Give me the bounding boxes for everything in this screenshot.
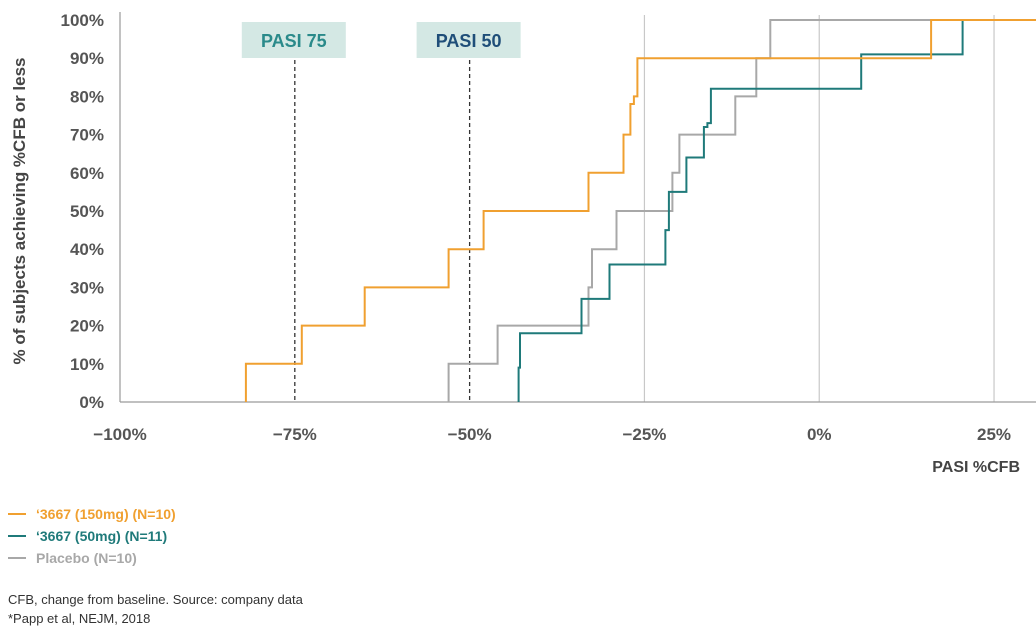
y-tick-label: 0% bbox=[79, 393, 104, 412]
y-tick-label: 70% bbox=[70, 126, 104, 145]
legend-label-placebo: Placebo (N=10) bbox=[36, 550, 137, 566]
y-tick-label: 10% bbox=[70, 355, 104, 374]
x-tick-label: 25% bbox=[977, 425, 1011, 444]
y-tick-label: 60% bbox=[70, 164, 104, 183]
x-tick-label: −75% bbox=[273, 425, 317, 444]
footnote-reference: *Papp et al, NEJM, 2018 bbox=[8, 611, 151, 626]
legend-label-50mg: ‘3667 (50mg) (N=11) bbox=[36, 528, 168, 544]
legend: ‘3667 (150mg) (N=10) ‘3667 (50mg) (N=11)… bbox=[8, 503, 176, 569]
legend-swatch-placebo bbox=[8, 557, 26, 559]
y-tick-label: 40% bbox=[70, 240, 104, 259]
series-line-1 bbox=[517, 19, 1036, 402]
x-tick-label: −50% bbox=[448, 425, 492, 444]
legend-swatch-50mg bbox=[8, 535, 26, 537]
series-line-0 bbox=[244, 19, 1036, 402]
reference-label-1: PASI 50 bbox=[436, 31, 502, 51]
y-tick-label: 90% bbox=[70, 49, 104, 68]
y-tick-label: 100% bbox=[61, 11, 104, 30]
legend-label-150mg: ‘3667 (150mg) (N=10) bbox=[36, 506, 176, 522]
footnotes: CFB, change from baseline. Source: compa… bbox=[8, 590, 303, 628]
footnote-cfb: CFB, change from baseline. Source: compa… bbox=[8, 592, 303, 607]
x-axis-title: PASI %CFB bbox=[932, 459, 1020, 476]
legend-swatch-150mg bbox=[8, 513, 26, 515]
reference-label-box-0 bbox=[241, 22, 346, 58]
y-tick-label: 20% bbox=[70, 317, 104, 336]
legend-item-50mg: ‘3667 (50mg) (N=11) bbox=[8, 525, 176, 547]
chart: 0% 10% 20% 30% 40% 50% 60% 70% 80% 90% 100% −100% −7… bbox=[10, 11, 1036, 476]
y-tick-label: 50% bbox=[70, 202, 104, 221]
legend-item-placebo: Placebo (N=10) bbox=[8, 547, 176, 569]
reference-label-box-1 bbox=[416, 22, 521, 58]
x-tick-label: −25% bbox=[622, 425, 666, 444]
y-axis-title: % of subjects achieving %CFB or less bbox=[10, 57, 29, 364]
y-tick-label: 80% bbox=[70, 87, 104, 106]
x-tick-label: 0% bbox=[807, 425, 832, 444]
reference-label-0: PASI 75 bbox=[261, 31, 327, 51]
series-line-2 bbox=[447, 19, 1036, 402]
legend-item-150mg: ‘3667 (150mg) (N=10) bbox=[8, 503, 176, 525]
y-tick-label: 30% bbox=[70, 278, 104, 297]
x-tick-label: −100% bbox=[93, 425, 146, 444]
